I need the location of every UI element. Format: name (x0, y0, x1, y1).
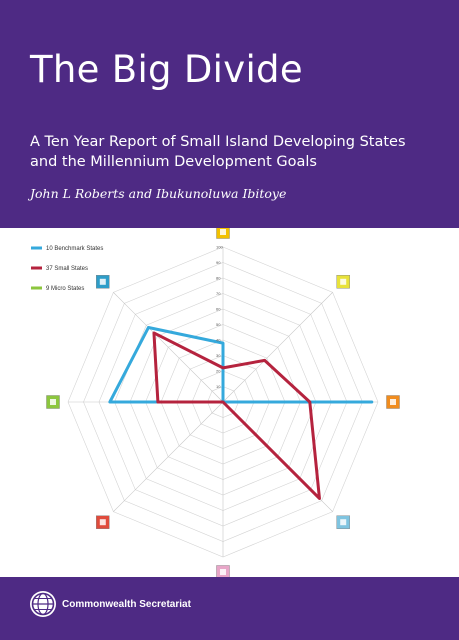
book-subtitle: A Ten Year Report of Small Island Develo… (30, 132, 440, 172)
radar-chart: 10 20 30 40 50 60 70 80 90 100 10 Benchmark State… (31, 228, 400, 577)
book-authors: John L Roberts and Ibukunoluwa Ibitoye (30, 186, 287, 201)
tick-label: 70 (216, 291, 221, 296)
grid-spoke (113, 401, 224, 512)
tick-label: 30 (216, 353, 221, 358)
tick-label: 40 (216, 338, 221, 343)
radar-tick-labels: 10 20 30 40 50 60 70 80 90 100 (216, 245, 223, 390)
legend-label: 9 Micro States (46, 286, 84, 292)
icon-glyph (99, 519, 106, 526)
publisher-name: Commonwealth Secretariat (62, 599, 191, 610)
grid-spoke (222, 292, 333, 403)
icon-glyph (99, 278, 106, 285)
series-line (152, 331, 321, 500)
tick-label: 80 (216, 276, 221, 281)
icon-glyph (340, 278, 347, 285)
icon-glyph (220, 229, 226, 235)
tick-label: 50 (216, 322, 221, 327)
icon-glyph (220, 569, 226, 575)
subtitle-line-1: A Ten Year Report of Small Island Develo… (30, 134, 406, 150)
legend-label: 37 Small States (46, 266, 88, 272)
radar-series (108, 325, 374, 500)
tick-label: 10 (216, 384, 221, 389)
subtitle-line-2: and the Millennium Development Goals (30, 154, 317, 170)
legend-label: 10 Benchmark States (46, 246, 103, 252)
icon-glyph (340, 519, 347, 526)
grid-spoke (113, 292, 224, 403)
icon-glyph (390, 399, 396, 405)
radar-axis-icons (46, 228, 400, 577)
icon-glyph (50, 399, 56, 405)
footer-band (0, 577, 459, 640)
book-title: The Big Divide (30, 48, 303, 91)
tick-label: 20 (216, 369, 221, 374)
commonwealth-logo-icon (30, 591, 56, 617)
tick-label: 60 (216, 307, 221, 312)
tick-label: 100 (216, 245, 223, 250)
chart-legend: 10 Benchmark States 37 Small States 9 Micr… (31, 246, 103, 292)
header-band (0, 0, 459, 228)
tick-label: 90 (216, 260, 221, 265)
